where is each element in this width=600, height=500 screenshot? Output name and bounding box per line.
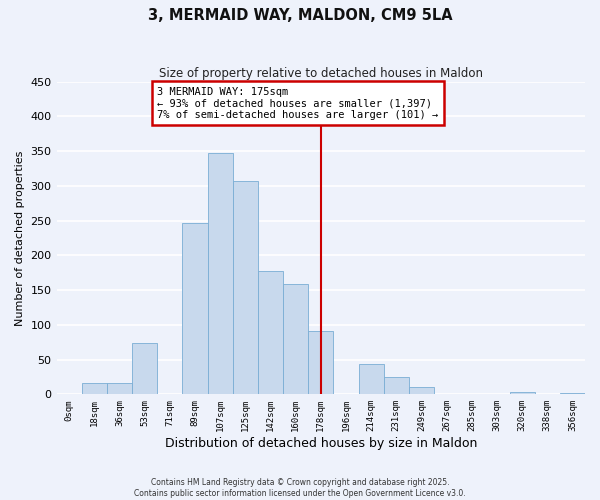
Bar — [82, 382, 107, 394]
Text: 3, MERMAID WAY, MALDON, CM9 5LA: 3, MERMAID WAY, MALDON, CM9 5LA — [148, 8, 452, 22]
X-axis label: Distribution of detached houses by size in Maldon: Distribution of detached houses by size … — [164, 437, 477, 450]
Bar — [560, 393, 585, 394]
Bar — [308, 331, 334, 394]
Bar — [359, 364, 383, 394]
Bar — [509, 392, 535, 394]
Bar — [107, 382, 132, 394]
Bar — [283, 284, 308, 395]
Title: Size of property relative to detached houses in Maldon: Size of property relative to detached ho… — [159, 68, 483, 80]
Text: Contains HM Land Registry data © Crown copyright and database right 2025.
Contai: Contains HM Land Registry data © Crown c… — [134, 478, 466, 498]
Bar — [132, 343, 157, 394]
Bar — [409, 388, 434, 394]
Bar — [258, 272, 283, 394]
Text: 3 MERMAID WAY: 175sqm
← 93% of detached houses are smaller (1,397)
7% of semi-de: 3 MERMAID WAY: 175sqm ← 93% of detached … — [157, 86, 439, 120]
Y-axis label: Number of detached properties: Number of detached properties — [15, 150, 25, 326]
Bar — [383, 377, 409, 394]
Bar — [182, 224, 208, 394]
Bar — [208, 152, 233, 394]
Bar — [233, 181, 258, 394]
